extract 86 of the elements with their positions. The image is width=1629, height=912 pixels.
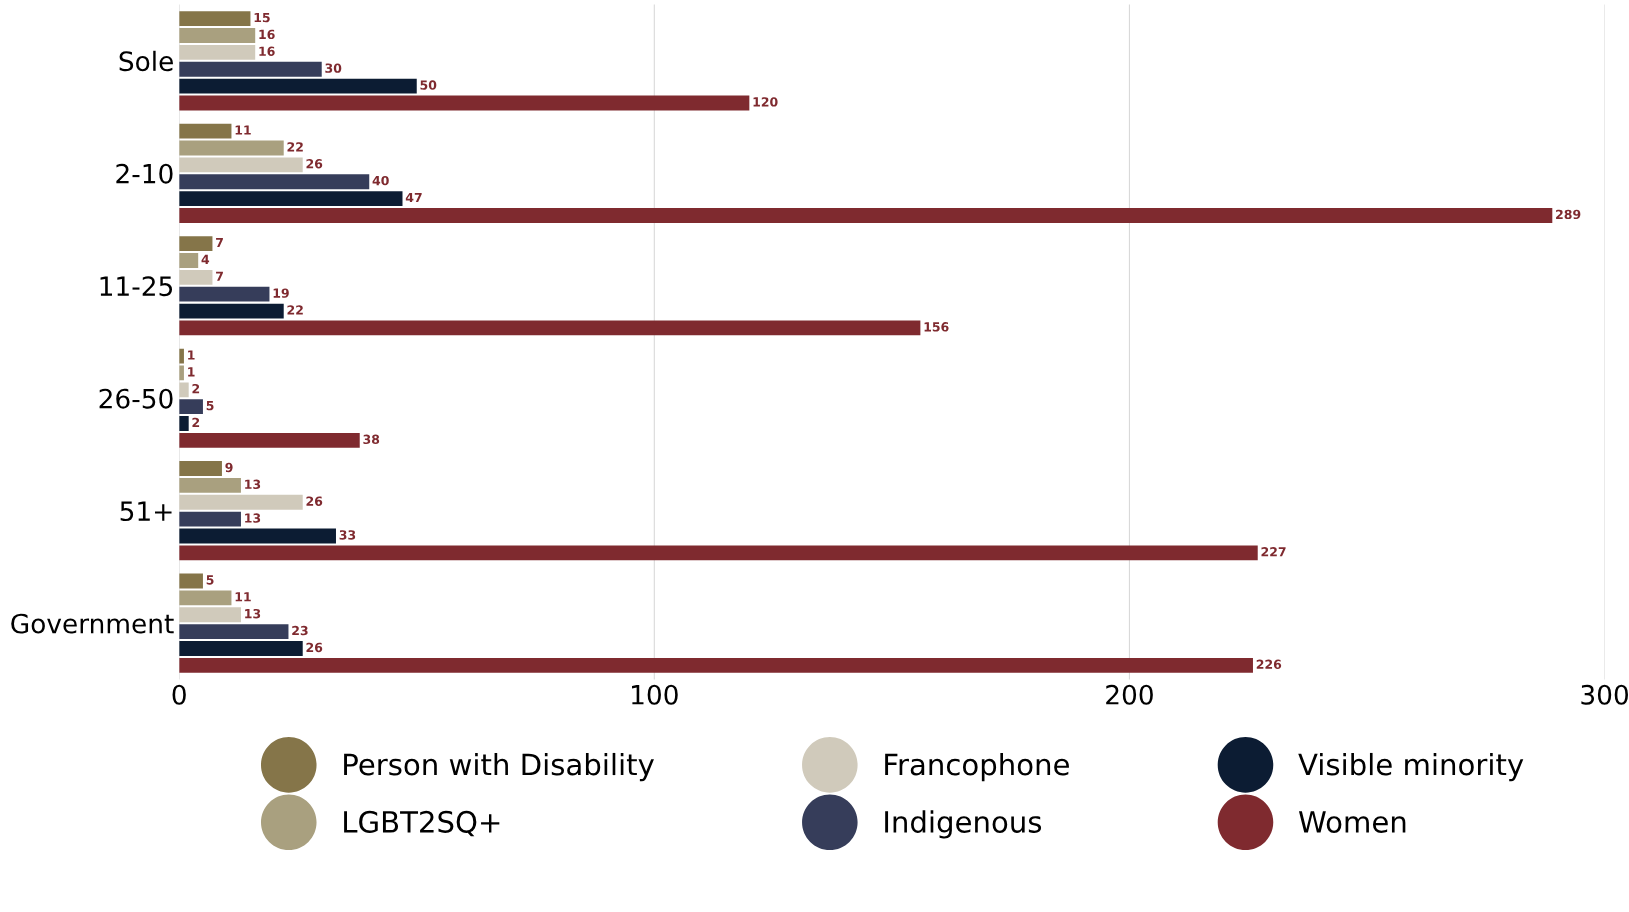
- data-label: 120: [753, 97, 778, 107]
- bar: [179, 11, 251, 27]
- data-label: 15: [254, 12, 270, 23]
- data-label: 40: [372, 175, 389, 186]
- data-label: 156: [924, 322, 949, 332]
- data-label: 22: [287, 142, 303, 152]
- bar: [179, 303, 284, 319]
- bar: [179, 433, 360, 448]
- bar: [179, 624, 289, 640]
- bar: [179, 528, 336, 544]
- y-tick-label: 26-50: [99, 388, 173, 409]
- bar: [179, 494, 303, 510]
- data-label: 9: [225, 462, 233, 473]
- bar: [179, 78, 417, 94]
- data-label: 26: [306, 642, 323, 653]
- data-label: 22: [287, 305, 303, 315]
- bar: [179, 157, 303, 173]
- data-label: 30: [325, 63, 342, 73]
- legend-label: LGBT2SQ+: [344, 810, 500, 837]
- data-label: 11: [235, 592, 251, 602]
- bar: [179, 123, 232, 139]
- y-tick-label: Sole: [119, 50, 173, 72]
- x-tick-label: 0: [172, 684, 186, 705]
- data-label: 50: [420, 80, 437, 90]
- y-tick-label: 2-10: [116, 163, 173, 184]
- data-label: 1: [188, 367, 195, 377]
- bar: [179, 545, 1258, 561]
- bar: [179, 477, 241, 493]
- bar: [179, 399, 203, 415]
- data-label: 227: [1261, 547, 1286, 557]
- legend-label: Women: [1298, 811, 1406, 833]
- data-label: 4: [201, 254, 210, 264]
- data-label: 226: [1256, 659, 1282, 670]
- bar: [179, 236, 213, 251]
- data-label: 16: [259, 29, 275, 40]
- y-tick-label: 11-25: [100, 276, 173, 297]
- data-label: 47: [405, 192, 422, 203]
- bar: [179, 461, 222, 476]
- bar: [179, 28, 256, 43]
- bar: [179, 320, 921, 336]
- y-tick-label: 51+: [120, 501, 172, 522]
- bar: [179, 95, 750, 111]
- bar: [179, 573, 203, 589]
- data-label: 5: [206, 401, 214, 411]
- x-tick-label: 200: [1106, 684, 1153, 705]
- legend-label: Person with Disability: [344, 752, 654, 782]
- data-label: 13: [245, 513, 261, 523]
- bar: [179, 286, 270, 302]
- data-label: 38: [363, 434, 380, 445]
- data-label: 7: [216, 237, 223, 248]
- bar: [179, 657, 1253, 673]
- bar: [179, 382, 189, 398]
- bar: [179, 191, 403, 207]
- bar: [179, 416, 189, 431]
- bar: [179, 607, 241, 623]
- legend-label: Indigenous: [885, 810, 1042, 839]
- data-label: 289: [1556, 209, 1581, 220]
- data-label: 13: [245, 608, 261, 619]
- data-label: 33: [339, 530, 356, 540]
- bar: [179, 44, 256, 60]
- data-label: 26: [306, 159, 323, 169]
- legend-label: Francophone: [885, 752, 1069, 782]
- data-label: 13: [245, 479, 261, 490]
- bar: [179, 61, 322, 77]
- data-label: 7: [216, 271, 223, 281]
- bar: [179, 269, 213, 285]
- bar: [179, 208, 1553, 223]
- data-label: 16: [259, 46, 275, 56]
- bar: [179, 174, 370, 190]
- data-label: 5: [206, 575, 214, 585]
- data-label: 2: [192, 417, 200, 427]
- legend-label: Visible minority: [1298, 752, 1524, 782]
- x-tick-label: 100: [632, 684, 678, 705]
- bar: [179, 590, 232, 606]
- data-label: 23: [292, 625, 308, 636]
- y-tick-label: Government: [11, 613, 174, 634]
- bar: [179, 140, 284, 156]
- bar: [179, 511, 241, 527]
- x-tick-label: 300: [1581, 684, 1628, 705]
- bar: [179, 641, 303, 656]
- data-label: 19: [273, 288, 289, 298]
- data-label: 2: [192, 383, 200, 394]
- data-label: 11: [235, 125, 251, 135]
- bar: [179, 253, 199, 268]
- data-label: 26: [306, 496, 323, 506]
- data-label: 1: [188, 350, 195, 360]
